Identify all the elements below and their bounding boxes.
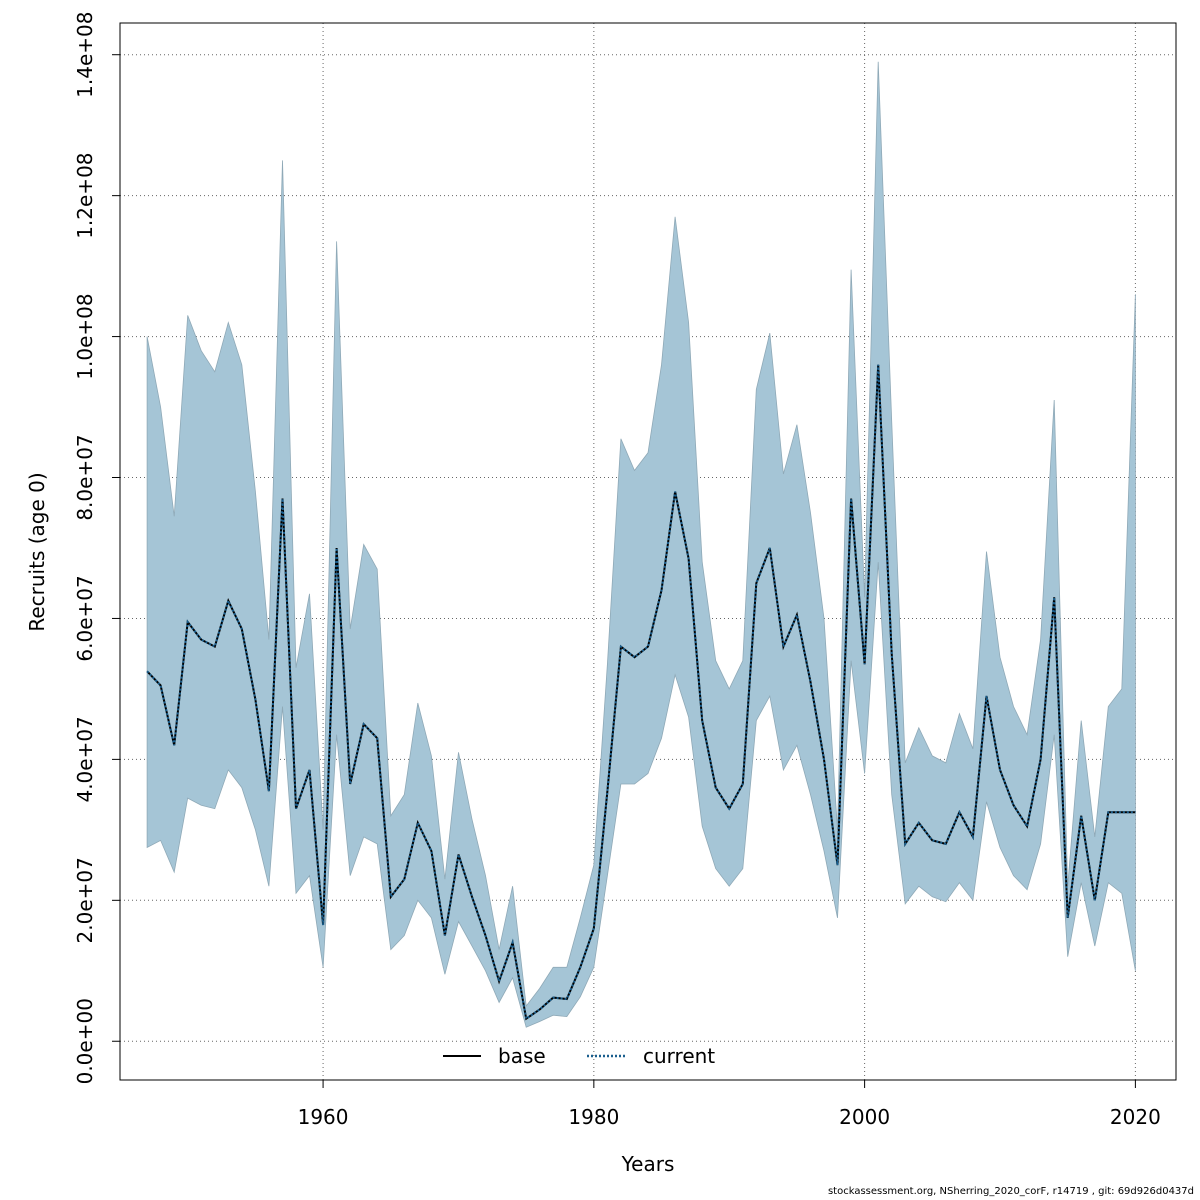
y-tick-label: 2.0e+07	[73, 857, 97, 943]
y-axis-title: Recruits (age 0)	[25, 472, 49, 631]
y-tick-label: 8.0e+07	[73, 434, 97, 520]
footer-caption: stockassessment.org, NSherring_2020_corF…	[827, 1186, 1194, 1197]
y-tick-label: 1.2e+08	[73, 152, 97, 238]
x-tick-label: 2000	[839, 1105, 890, 1129]
x-tick-label: 1960	[298, 1105, 349, 1129]
y-tick-label: 0.0e+00	[73, 998, 97, 1084]
x-tick-label: 2020	[1110, 1105, 1161, 1129]
legend: base current	[443, 1044, 715, 1068]
legend-label-current: current	[643, 1044, 715, 1068]
x-tick-label: 1980	[568, 1105, 619, 1129]
x-axis-title: Years	[621, 1152, 675, 1176]
series-line-current	[146, 364, 1136, 1021]
y-tick-label: 1.0e+08	[73, 293, 97, 379]
legend-label-base: base	[498, 1044, 546, 1068]
plot-frame	[119, 22, 1177, 1081]
confidence-band	[146, 61, 1136, 1028]
x-axis: 1960 1980 2000 2020	[298, 1080, 1161, 1129]
y-tick-label: 6.0e+07	[73, 575, 97, 661]
y-tick-label: 1.4e+08	[73, 12, 97, 98]
y-tick-label: 4.0e+07	[73, 716, 97, 802]
y-axis: 0.0e+00 2.0e+07 4.0e+07 6.0e+07 8.0e+07 1.0e+…	[73, 12, 120, 1084]
